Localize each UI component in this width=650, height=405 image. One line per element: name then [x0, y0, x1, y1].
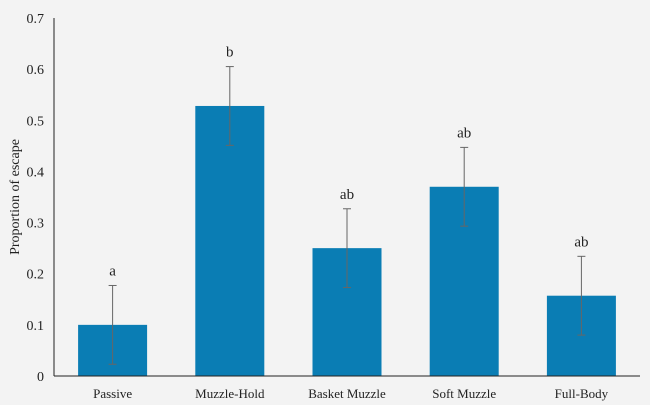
y-tick-label: 0.4	[27, 165, 45, 180]
significance-label: ab	[340, 187, 354, 203]
significance-label: a	[109, 263, 116, 279]
y-tick-label: 0	[37, 370, 44, 385]
y-tick-label: 0.6	[27, 63, 45, 78]
x-tick-label: Soft Muzzle	[432, 386, 496, 401]
bar-muzzle-hold	[195, 105, 265, 377]
x-tick-label: Full-Body	[555, 386, 609, 401]
x-tick-label: Basket Muzzle	[308, 386, 386, 401]
y-tick-label: 0.1	[27, 319, 45, 334]
y-axis-label: Proportion of escape	[8, 139, 23, 255]
significance-label: b	[226, 45, 234, 61]
significance-label: ab	[574, 234, 588, 250]
y-tick-label: 0.2	[27, 268, 45, 283]
x-tick-label: Passive	[93, 386, 132, 401]
y-tick-label: 0.3	[27, 217, 45, 232]
y-tick-label: 0.7	[27, 12, 45, 27]
x-tick-label: Muzzle-Hold	[195, 386, 265, 401]
significance-label: ab	[457, 125, 471, 141]
y-tick-label: 0.5	[27, 114, 45, 129]
